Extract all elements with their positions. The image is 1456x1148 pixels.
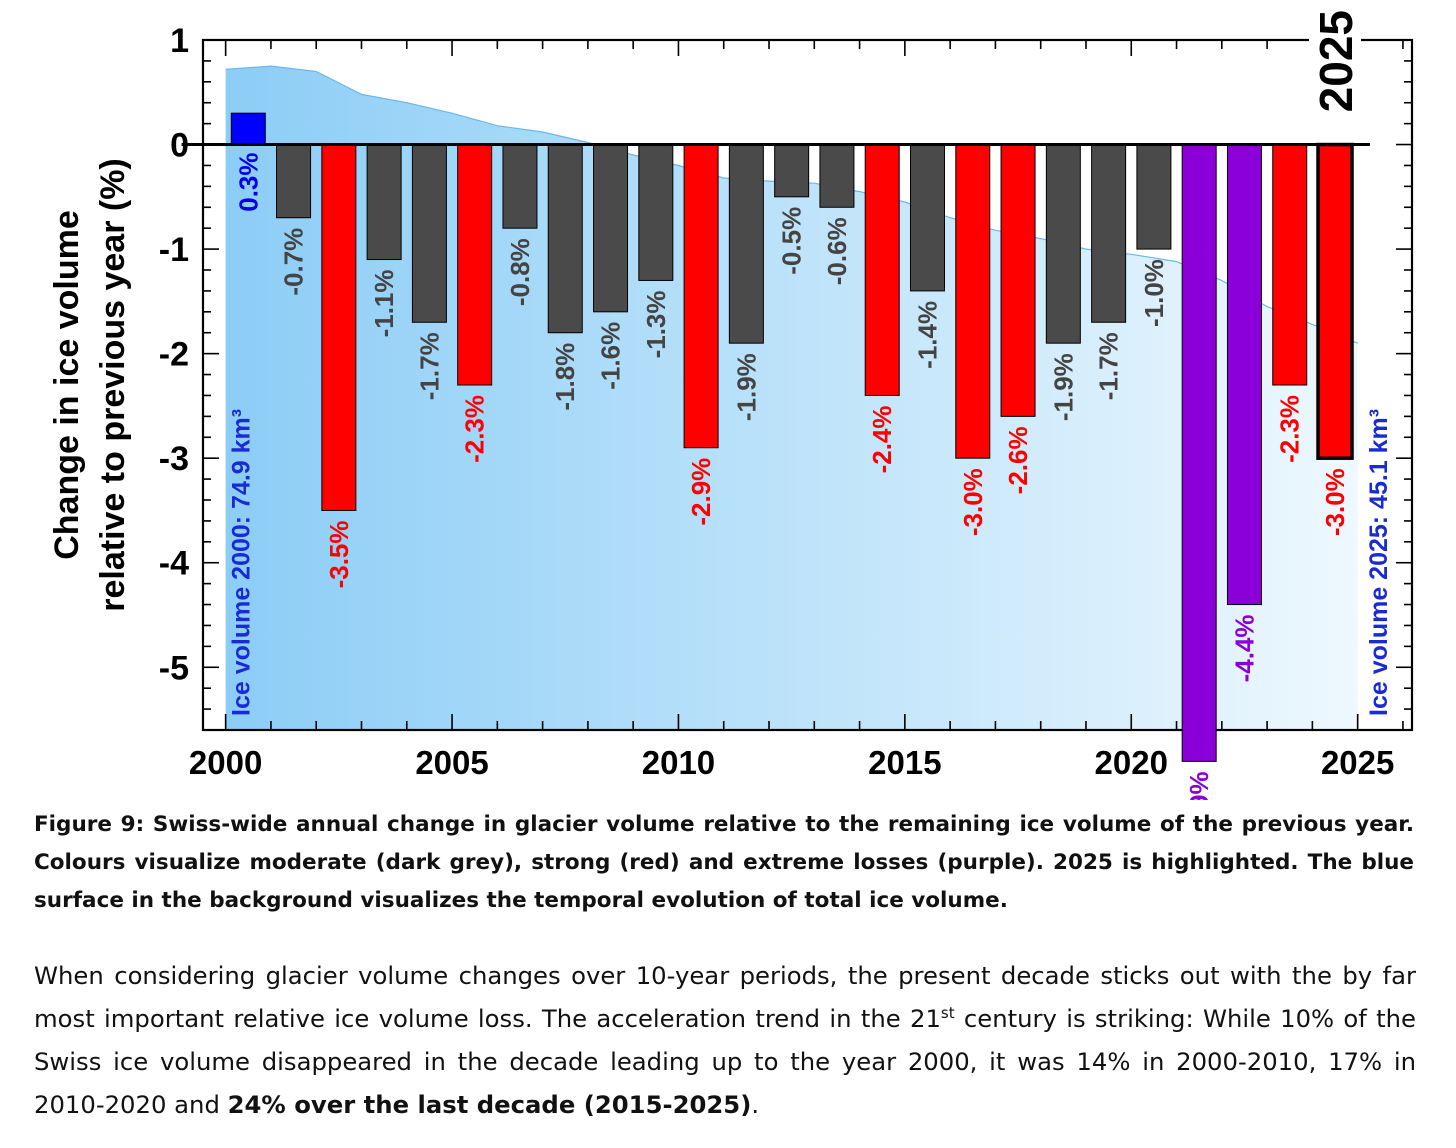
bar-2020 [1091, 144, 1127, 323]
paragraph-part-3: . [751, 1090, 760, 1119]
bar-2008 [547, 144, 583, 334]
bar-2004 [366, 144, 402, 261]
bar-value-label-2025: -3.0% [1320, 468, 1350, 536]
bar-2003 [321, 144, 357, 511]
bar-value-label-2022: -5.9% [1184, 771, 1214, 800]
bar-value-label-2024: -2.3% [1275, 395, 1305, 463]
y-axis-title-line-1: Change in ice volume [48, 210, 86, 560]
bar-2005 [411, 144, 447, 323]
figure-caption: Figure 9: Swiss-wide annual change in gl… [34, 812, 1414, 913]
bar-2024 [1272, 144, 1308, 386]
paragraph-superscript: st [940, 1004, 955, 1022]
x-tick-label: 2015 [868, 744, 941, 781]
start-volume-label: Ice volume 2000: 74.9 km³ [228, 409, 256, 716]
bar-value-label-2010: -1.3% [641, 291, 671, 359]
bar-2015 [864, 144, 900, 396]
bar-value-label-2012: -1.9% [731, 353, 761, 421]
bar-value-label-2023: -4.4% [1230, 615, 1260, 683]
y-axis-title-line-2: relative to previous year (%) [94, 158, 132, 612]
bar-2002 [276, 144, 312, 219]
x-tick-label: 2025 [1321, 744, 1394, 781]
bar-value-label-2017: -3.0% [958, 468, 988, 536]
bar-2007 [502, 144, 538, 229]
y-tick-label: 1 [170, 22, 189, 60]
ice-volume-surface [225, 66, 1358, 731]
bar-2009 [593, 144, 629, 313]
y-tick-label: -4 [159, 545, 189, 583]
bar-2021 [1136, 144, 1172, 250]
paragraph-bold: 24% over the last decade (2015-2025) [227, 1090, 752, 1119]
y-tick-label: 0 [170, 127, 189, 165]
x-tick-label: 2000 [189, 744, 262, 781]
bar-value-label-2002: -0.7% [279, 228, 309, 296]
bar-value-label-2006: -2.3% [460, 395, 490, 463]
bar-2017 [955, 144, 991, 459]
bar-2014 [819, 144, 855, 208]
bar-value-label-2005: -1.7% [414, 332, 444, 400]
paragraph-part-1: When considering glacier volume changes … [34, 961, 1416, 1033]
bar-2022 [1181, 144, 1217, 762]
x-tick-label: 2005 [415, 744, 488, 781]
bar-value-label-2014: -0.6% [822, 217, 852, 285]
bar-2001 [230, 112, 266, 146]
plot-frame [201, 38, 1414, 732]
bar-2025 [1316, 142, 1354, 460]
y-tick-label: -3 [159, 440, 189, 478]
bar-value-label-2008: -1.8% [550, 343, 580, 411]
bar-2019 [1045, 144, 1081, 344]
bar-value-label-2009: -1.6% [596, 322, 626, 390]
y-tick-label: -1 [159, 231, 189, 269]
bar-value-label-2003: -3.5% [324, 521, 354, 589]
bar-value-label-2015: -2.4% [867, 406, 897, 474]
bar-2006 [457, 144, 493, 386]
bar-value-label-2020: -1.7% [1094, 332, 1124, 400]
x-tick-label: 2010 [642, 744, 715, 781]
body-paragraph: When considering glacier volume changes … [34, 954, 1416, 1126]
bar-value-label-2004: -1.1% [369, 270, 399, 338]
x-tick-label: 2020 [1095, 744, 1168, 781]
bar-value-label-2011: -2.9% [686, 458, 716, 526]
bar-2018 [1000, 144, 1036, 417]
bar-2023 [1226, 144, 1262, 606]
bar-value-label-2021: -1.0% [1139, 259, 1169, 327]
y-tick-label: -2 [159, 336, 189, 374]
bar-2016 [909, 144, 945, 292]
bar-value-label-2001: 0.3% [233, 153, 263, 212]
glacier-volume-chart: 0.3%-0.7%-3.5%-1.1%-1.7%-2.3%-0.8%-1.8% -… [48, 6, 1414, 800]
bar-value-label-2013: -0.5% [777, 207, 807, 275]
highlight-year-backdrop [1309, 6, 1362, 136]
bar-value-label-2019: -1.9% [1048, 353, 1078, 421]
paragraph-part-2: century is striking: While 10% of the Sw… [34, 1004, 1416, 1119]
bar-value-label-2018: -2.6% [1003, 426, 1033, 494]
bar-value-label-2016: -1.4% [913, 301, 943, 369]
highlight-year-label: 2025 [1310, 10, 1362, 112]
end-volume-label: Ice volume 2025: 45.1 km³ [1365, 409, 1393, 716]
bar-2013 [774, 144, 810, 198]
bar-2011 [683, 144, 719, 449]
bar-value-label-2007: -0.8% [505, 238, 535, 306]
bar-2010 [638, 144, 674, 281]
y-tick-label: -5 [159, 649, 189, 687]
bar-2012 [728, 144, 764, 344]
